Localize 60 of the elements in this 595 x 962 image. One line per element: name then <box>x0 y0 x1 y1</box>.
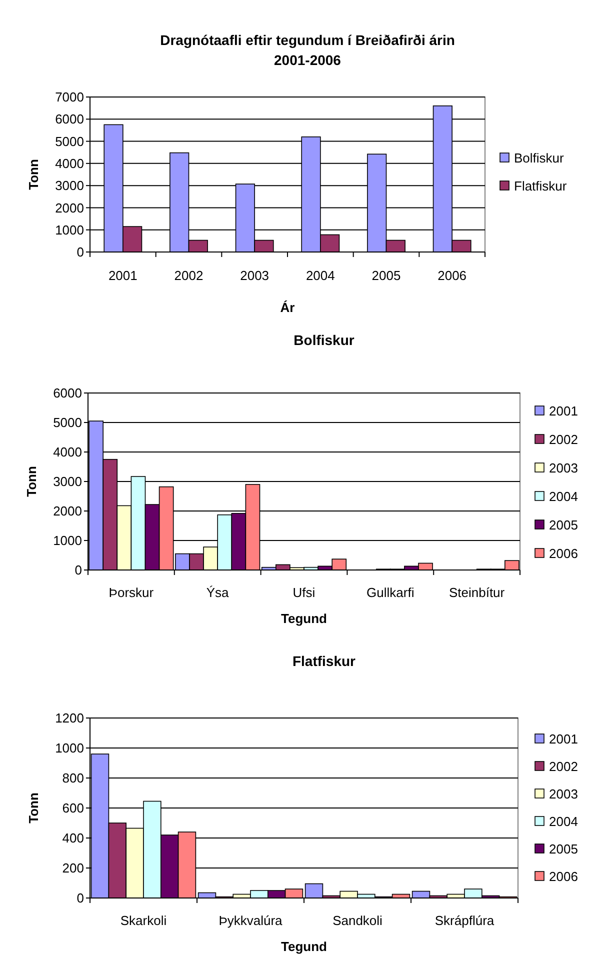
x-tick-label: 2004 <box>306 268 335 283</box>
x-tick-label: Skrápflúra <box>434 913 495 928</box>
y-tick-label: 3000 <box>53 474 82 490</box>
y-tick-label: 5000 <box>53 415 82 430</box>
x-tick-label: 2002 <box>174 268 204 283</box>
y-tick-label: 600 <box>62 800 84 816</box>
y-tick-label: 2000 <box>53 504 82 519</box>
legend-label: 2003 <box>549 460 578 476</box>
y-tick-label: 3000 <box>55 178 84 194</box>
y-axis-title: Tonn <box>24 466 39 497</box>
x-tick-label: Gullkarfi <box>366 585 414 600</box>
x-tick-label: Þorskur <box>108 585 154 600</box>
legend-label: 2002 <box>549 432 578 448</box>
y-tick-label: 0 <box>76 244 84 260</box>
legend-label: 2003 <box>549 786 578 802</box>
legend-label: 2006 <box>549 546 578 562</box>
legend-label: 2004 <box>549 814 578 830</box>
y-tick-label: 2000 <box>55 200 84 216</box>
x-tick-label: 2006 <box>438 268 467 283</box>
legend-label: Flatfiskur <box>514 178 568 194</box>
y-tick-label: 4000 <box>55 156 84 171</box>
x-tick-label: Ufsi <box>292 585 316 600</box>
y-tick-label: 1000 <box>55 740 84 756</box>
legend-label: 2001 <box>549 404 578 419</box>
x-tick-label: Ýsa <box>206 585 230 600</box>
legend-label: 2004 <box>549 489 578 504</box>
y-tick-label: 400 <box>62 830 84 846</box>
y-tick-label: 4000 <box>53 444 82 460</box>
y-tick-label: 5000 <box>55 134 84 149</box>
x-axis-title: Tegund <box>281 939 328 954</box>
chart-title: Bolfiskur <box>294 332 355 348</box>
y-tick-label: 1000 <box>53 533 82 548</box>
y-tick-label: 6000 <box>55 112 84 127</box>
y-axis-title: Tonn <box>26 792 41 824</box>
x-tick-label: Sandkoli <box>332 913 383 928</box>
legend-label: 2005 <box>549 518 578 533</box>
x-tick-label: Þykkvalúra <box>218 913 284 928</box>
legend-label: 2001 <box>549 732 578 747</box>
y-tick-label: 0 <box>74 562 82 578</box>
y-axis-title: Tonn <box>26 159 41 190</box>
legend-label: 2005 <box>549 842 578 857</box>
y-tick-label: 1000 <box>55 222 84 238</box>
y-tick-label: 6000 <box>53 386 82 401</box>
x-tick-label: 2003 <box>240 268 270 283</box>
x-tick-label: 2005 <box>372 268 401 283</box>
y-tick-label: 0 <box>76 890 84 906</box>
chart-title: Dragnótaafli eftir tegundum í Breiðafirði árin 2001-2006 <box>160 32 455 68</box>
x-tick-label: Skarkoli <box>120 913 167 928</box>
legend-label: Bolfiskur <box>514 150 565 166</box>
x-axis-title: Tegund <box>281 611 328 626</box>
y-tick-label: 1200 <box>55 710 84 726</box>
legend-label: 2006 <box>549 869 578 884</box>
x-tick-label: 2001 <box>108 268 138 283</box>
x-tick-label: Steinbítur <box>448 585 506 600</box>
legend-label: 2002 <box>549 759 578 774</box>
y-tick-label: 200 <box>62 860 84 876</box>
y-tick-label: 800 <box>62 770 84 786</box>
y-tick-label: 7000 <box>55 90 84 105</box>
x-axis-title: Ár <box>280 300 295 315</box>
chart-title: Flatfiskur <box>292 653 356 669</box>
